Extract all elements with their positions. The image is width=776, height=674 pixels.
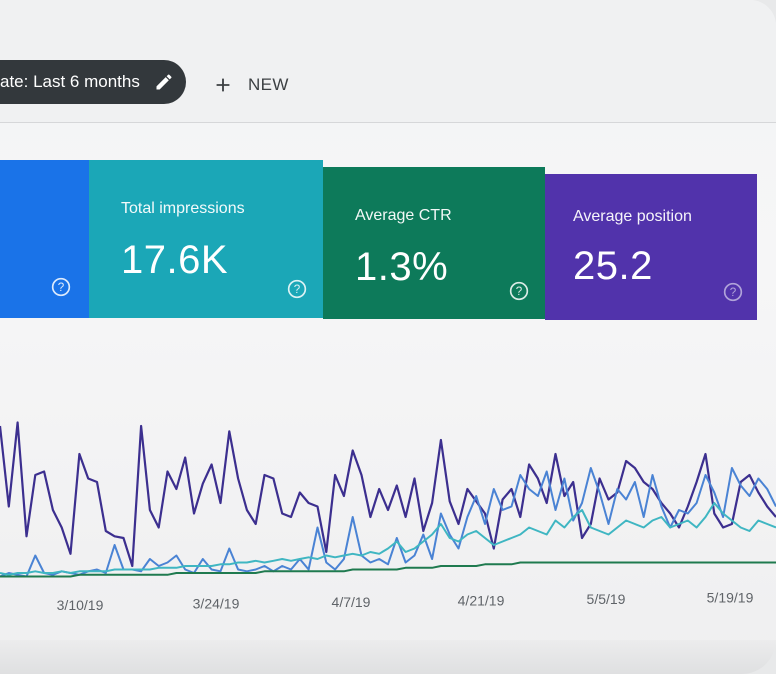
- card-value: 25.2: [573, 244, 653, 288]
- x-tick-label: 4/21/19: [458, 593, 505, 609]
- date-filter-chip[interactable]: ate: Last 6 months: [0, 60, 186, 104]
- help-icon[interactable]: ?: [287, 279, 307, 299]
- bottom-edge: [0, 640, 776, 674]
- plus-icon: [216, 78, 230, 92]
- card-title: Total impressions: [121, 200, 245, 217]
- card-value: 1.3%: [355, 245, 449, 289]
- svg-text:?: ?: [730, 286, 737, 299]
- card-average-ctr[interactable]: Average CTR 1.3% ?: [323, 167, 545, 319]
- help-icon[interactable]: ?: [509, 281, 529, 301]
- card-title: Average CTR: [355, 207, 452, 224]
- help-icon[interactable]: ?: [723, 282, 743, 302]
- series-line-1: [0, 467, 776, 578]
- x-tick-label: 3/10/19: [57, 597, 104, 613]
- new-filter-label: NEW: [248, 75, 289, 94]
- svg-text:?: ?: [516, 285, 523, 298]
- x-tick-label: 4/7/19: [332, 594, 371, 610]
- performance-chart: 3/10/19 3/24/19 4/7/19 4/21/19 5/5/19 5/19/19: [0, 395, 776, 635]
- card-average-position[interactable]: Average position 25.2 ?: [545, 174, 757, 320]
- line-chart: 3/10/19 3/24/19 4/7/19 4/21/19 5/5/19 5/19/19: [0, 421, 776, 613]
- x-tick-label: 5/19/19: [707, 590, 754, 606]
- series-line-2: [0, 502, 776, 576]
- svg-text:?: ?: [58, 281, 65, 294]
- x-tick-label: 3/24/19: [193, 596, 240, 612]
- x-tick-label: 5/5/19: [587, 591, 626, 607]
- series-line-0: [0, 421, 776, 568]
- new-filter-button[interactable]: NEW: [212, 68, 289, 102]
- metric-cards: ? Total impressions 17.6K ? Average CTR …: [0, 160, 776, 320]
- card-value: 17.6K: [121, 238, 229, 282]
- help-icon[interactable]: ?: [51, 277, 71, 297]
- svg-text:?: ?: [294, 283, 301, 296]
- card-total-clicks[interactable]: ?: [0, 160, 89, 318]
- toolbar: ate: Last 6 months NEW: [0, 0, 776, 123]
- date-filter-label: ate: Last 6 months: [0, 72, 140, 91]
- card-total-impressions[interactable]: Total impressions 17.6K ?: [89, 160, 323, 318]
- series-line-3: [0, 561, 776, 578]
- card-title: Average position: [573, 208, 692, 225]
- pencil-icon[interactable]: [154, 72, 174, 92]
